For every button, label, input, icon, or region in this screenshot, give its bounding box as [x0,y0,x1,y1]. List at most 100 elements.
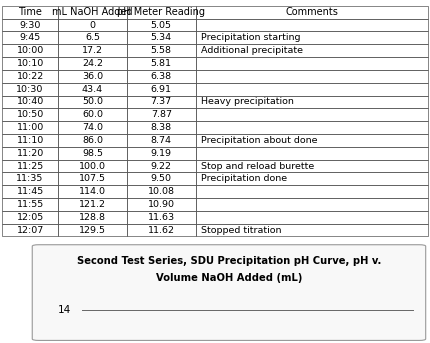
Text: 128.8: 128.8 [79,213,106,222]
Text: mL NaOH Added: mL NaOH Added [52,7,133,17]
Text: 8.38: 8.38 [150,123,172,132]
Bar [58,159,127,173]
Bar [2,19,58,32]
Text: 0: 0 [89,21,95,29]
Text: Second Test Series, SDU Precipitation pH Curve, pH v.: Second Test Series, SDU Precipitation pH… [77,256,381,266]
Text: 11.63: 11.63 [147,213,175,222]
Text: 6.91: 6.91 [151,85,172,94]
Text: 10.90: 10.90 [148,200,175,209]
Text: 11:20: 11:20 [16,149,44,158]
Bar [127,32,196,44]
Bar [196,211,428,224]
Bar [58,57,127,70]
Text: 14: 14 [58,305,71,315]
Text: 98.5: 98.5 [82,149,103,158]
Text: 129.5: 129.5 [79,226,106,235]
Bar [2,134,58,147]
Bar [127,173,196,185]
Bar [58,70,127,83]
Bar [127,121,196,134]
Bar [196,224,428,237]
Bar [2,108,58,121]
Bar [196,32,428,44]
Bar [196,6,428,19]
Bar [58,134,127,147]
Bar [58,95,127,108]
Text: 5.58: 5.58 [151,46,172,55]
Text: Additional precipitate: Additional precipitate [201,46,303,55]
Text: 11:45: 11:45 [16,187,44,196]
Bar [127,198,196,211]
Bar [127,211,196,224]
Text: Precipitation done: Precipitation done [201,174,287,183]
Bar [127,83,196,95]
Text: 114.0: 114.0 [79,187,106,196]
Text: 10:10: 10:10 [16,59,44,68]
Bar [196,108,428,121]
Text: 100.0: 100.0 [79,162,106,170]
Bar [2,83,58,95]
Bar [127,224,196,237]
Text: 11:10: 11:10 [16,136,44,145]
Text: 86.0: 86.0 [82,136,103,145]
Bar [2,70,58,83]
Text: 12:05: 12:05 [16,213,44,222]
Bar [196,19,428,32]
Text: Volume NaOH Added (mL): Volume NaOH Added (mL) [156,273,302,283]
Bar [58,173,127,185]
Text: 10:50: 10:50 [16,110,44,119]
Text: 74.0: 74.0 [82,123,103,132]
Bar [127,70,196,83]
Bar [58,108,127,121]
Text: 50.0: 50.0 [82,97,103,106]
Bar [127,159,196,173]
Text: 60.0: 60.0 [82,110,103,119]
Text: 107.5: 107.5 [79,174,106,183]
Bar [2,57,58,70]
Text: 10:30: 10:30 [16,85,44,94]
Bar [127,95,196,108]
Bar [127,57,196,70]
Bar [58,83,127,95]
Text: 7.87: 7.87 [151,110,172,119]
Bar [2,95,58,108]
Bar [196,185,428,198]
Bar [2,6,58,19]
Text: 5.81: 5.81 [151,59,172,68]
Bar [196,57,428,70]
Text: 9.19: 9.19 [151,149,172,158]
Bar [2,173,58,185]
Bar [58,185,127,198]
Bar [127,134,196,147]
Bar [196,159,428,173]
Text: Stopped titration: Stopped titration [201,226,281,235]
Text: Comments: Comments [286,7,338,17]
Bar [58,224,127,237]
Text: Precipitation about done: Precipitation about done [201,136,317,145]
Text: 11:55: 11:55 [16,200,44,209]
Text: 24.2: 24.2 [82,59,103,68]
Bar [196,147,428,159]
Bar [58,6,127,19]
Text: 7.37: 7.37 [150,97,172,106]
Text: Stop and reload burette: Stop and reload burette [201,162,314,170]
Text: 9:45: 9:45 [19,33,41,42]
Bar [127,108,196,121]
Text: 43.4: 43.4 [82,85,103,94]
Bar [2,224,58,237]
Text: 10:22: 10:22 [16,72,44,81]
Bar [127,6,196,19]
Bar [2,211,58,224]
Text: 9:30: 9:30 [19,21,41,29]
Bar [196,70,428,83]
Text: 36.0: 36.0 [82,72,103,81]
Bar [2,159,58,173]
Bar [196,95,428,108]
Bar [127,147,196,159]
Text: pH Meter Reading: pH Meter Reading [117,7,205,17]
Text: 12:07: 12:07 [16,226,44,235]
Bar [2,147,58,159]
Text: Time: Time [18,7,42,17]
FancyBboxPatch shape [32,245,426,340]
Text: 11:35: 11:35 [16,174,44,183]
